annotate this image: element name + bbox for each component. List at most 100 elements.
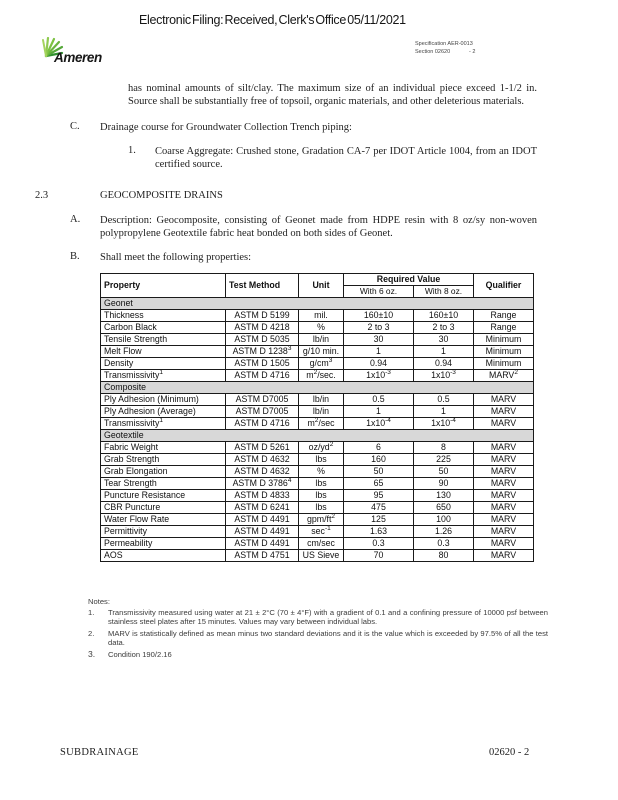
- table-cell: 0.5: [343, 393, 414, 406]
- table-cell: 0.94: [413, 357, 474, 370]
- table-cell: 225: [413, 453, 474, 466]
- notes-list: 1. Transmissivity measured using water at…: [88, 608, 548, 659]
- table-cell: Carbon Black: [100, 321, 226, 334]
- table-cell: 160: [343, 453, 414, 466]
- table-row: Permeability ASTM D 4491 cm/sec 0.3 0.3 MARV: [100, 537, 534, 550]
- table-cell: Water Flow Rate: [100, 513, 226, 526]
- note-item: 3. Condition 190/2.16: [88, 650, 548, 660]
- table-cell: Density: [100, 357, 226, 370]
- table-cell: ASTM D 4218: [225, 321, 299, 334]
- table-cell: MARV: [473, 513, 534, 526]
- ameren-logo-text: Ameren: [54, 50, 102, 65]
- item-b-text: Shall meet the following properties:: [100, 252, 252, 263]
- table-cell: 1x10-4: [413, 417, 474, 430]
- table-cell: gpm/ft2: [298, 513, 344, 526]
- note-number: 1.: [88, 608, 95, 617]
- table-cell: 1x10-3: [343, 369, 414, 382]
- table-cell: Permittivity: [100, 525, 226, 538]
- table-cell: 6: [343, 441, 414, 454]
- section-title: GEOCOMPOSITE DRAINS: [100, 190, 223, 201]
- table-cell: MARV: [473, 405, 534, 418]
- table-cell: 1.26: [413, 525, 474, 538]
- table-cell: MARV: [473, 417, 534, 430]
- table-cell: lbs: [298, 501, 344, 514]
- table-cell: 475: [343, 501, 414, 514]
- table-cell: 0.3: [413, 537, 474, 550]
- table-cell: 70: [343, 549, 414, 562]
- note-text: Transmissivity measured using water at 2…: [108, 608, 548, 626]
- spec-table-body: Geonet Thickness ASTM D 5199 mil. 160±10 160±…: [100, 297, 534, 562]
- subcol-header-8oz: With 8 oz.: [413, 285, 474, 298]
- table-cell: 1: [413, 405, 474, 418]
- table-cell: 0.5: [413, 393, 474, 406]
- table-cell: MARV: [473, 465, 534, 478]
- item-a-text: Description: Geocomposite, consisting of…: [100, 215, 537, 240]
- table-cell: 1x10-4: [343, 417, 414, 430]
- item-c-label: C.: [70, 121, 80, 132]
- table-cell: ASTM D 1505: [225, 357, 299, 370]
- col-header-unit: Unit: [298, 273, 344, 298]
- table-cell: Tensile Strength: [100, 333, 226, 346]
- table-cell: ASTM D 4632: [225, 465, 299, 478]
- table-cell: Grab Elongation: [100, 465, 226, 478]
- table-cell: AOS: [100, 549, 226, 562]
- table-cell: g/cm3: [298, 357, 344, 370]
- table-cell: ASTM D 4491: [225, 525, 299, 538]
- table-cell: Permeability: [100, 537, 226, 550]
- table-cell: lbs: [298, 453, 344, 466]
- table-cell: ASTM D 5035: [225, 333, 299, 346]
- spec-line2-page: - 2: [469, 49, 476, 55]
- table-row: Ply Adhesion (Minimum) ASTM D7005 lb/in 0.5…: [100, 393, 534, 406]
- table-cell: cm/sec: [298, 537, 344, 550]
- footer-page-number: 02620 - 2: [489, 747, 530, 758]
- notes-section: Notes: 1. Transmissivity measured using w…: [88, 597, 548, 662]
- table-cell: m2/sec.: [298, 369, 344, 382]
- table-cell: 2 to 3: [413, 321, 474, 334]
- note-text: Condition 190/2.16: [108, 650, 172, 659]
- table-cell: MARV: [473, 453, 534, 466]
- item-c-text: Drainage course for Groundwater Collecti…: [100, 122, 352, 133]
- table-section-label: Geotextile: [100, 429, 534, 442]
- table-cell: ASTM D 4491: [225, 537, 299, 550]
- table-cell: Puncture Resistance: [100, 489, 226, 502]
- table-cell: ASTM D 37864: [225, 477, 299, 490]
- footer-section-name: SUBDRAINAGE: [60, 747, 139, 758]
- ameren-burst-icon: [40, 36, 66, 64]
- table-cell: mil.: [298, 309, 344, 322]
- table-cell: lb/in: [298, 405, 344, 418]
- table-cell: 0.94: [343, 357, 414, 370]
- table-cell: sec-1: [298, 525, 344, 538]
- table-cell: ASTM D7005: [225, 405, 299, 418]
- table-cell: 1: [343, 345, 414, 358]
- table-row: Grab Elongation ASTM D 4632% 50 50 MARV: [100, 465, 534, 478]
- table-row: Permittivity ASTM D 4491 sec-1 1.63 1.26 MARV: [100, 525, 534, 538]
- table-section-row: Geotextile: [100, 429, 534, 442]
- table-cell: MARV: [473, 537, 534, 550]
- table-cell: ASTM D 4716: [225, 369, 299, 382]
- table-cell: lb/in: [298, 393, 344, 406]
- col-header-test-method: Test Method: [225, 273, 299, 298]
- table-cell: Ply Adhesion (Average): [100, 405, 226, 418]
- table-row: Transmissivity1 ASTM D 4716 m2/sec 1x10-4 1x…: [100, 417, 534, 430]
- item-c1-text: Coarse Aggregate: Crushed stone, Gradati…: [155, 146, 537, 171]
- table-row: Puncture Resistance ASTM D 4833 lbs 95 130 MA…: [100, 489, 534, 502]
- item-c1-label: 1.: [128, 145, 136, 156]
- table-cell: Melt Flow: [100, 345, 226, 358]
- properties-table-wrap: Property Test Method Unit Required Value…: [100, 273, 534, 562]
- ameren-logo: Ameren: [40, 36, 150, 67]
- table-cell: Transmissivity1: [100, 417, 226, 430]
- table-cell: Range: [473, 309, 534, 322]
- table-cell: Minimum: [473, 333, 534, 346]
- note-item: 1. Transmissivity measured using water at…: [88, 608, 548, 626]
- table-cell: 8: [413, 441, 474, 454]
- table-cell: g/10 min.: [298, 345, 344, 358]
- table-cell: 130: [413, 489, 474, 502]
- table-cell: MARV: [473, 393, 534, 406]
- properties-table: Property Test Method Unit Required Value…: [100, 273, 534, 562]
- table-cell: Grab Strength: [100, 453, 226, 466]
- table-cell: ASTM D7005: [225, 393, 299, 406]
- table-cell: MARV2: [473, 369, 534, 382]
- table-cell: Thickness: [100, 309, 226, 322]
- table-cell: Fabric Weight: [100, 441, 226, 454]
